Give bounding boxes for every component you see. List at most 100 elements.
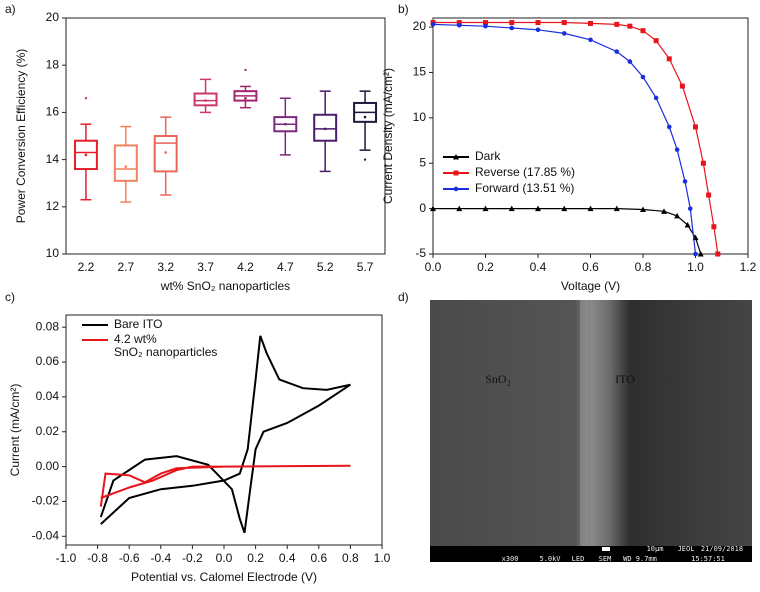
x-tick-label: 5.7 bbox=[357, 260, 374, 274]
marker bbox=[653, 38, 659, 44]
info-text: WD 9.7mm bbox=[623, 555, 657, 563]
box bbox=[313, 113, 338, 142]
marker bbox=[453, 170, 459, 176]
info-text: 15:57:51 bbox=[691, 555, 725, 563]
info-text: JEOL bbox=[678, 545, 695, 553]
marker bbox=[483, 23, 488, 29]
box-group bbox=[193, 78, 218, 114]
marker bbox=[508, 205, 515, 212]
marker bbox=[693, 124, 698, 130]
mean bbox=[284, 123, 287, 126]
x-axis-title: wt% SnO₂ nanoparticles bbox=[160, 279, 290, 293]
marker bbox=[453, 154, 459, 160]
x-tick-label: 0.2 bbox=[247, 551, 264, 565]
series-line bbox=[433, 21, 719, 255]
marker bbox=[682, 179, 688, 184]
plot-frame bbox=[432, 17, 749, 255]
y-tick-label: -5 bbox=[415, 246, 426, 260]
y-tick-label: 16 bbox=[46, 105, 60, 119]
y-tick-label: 10 bbox=[413, 110, 427, 124]
mean bbox=[84, 153, 88, 157]
marker bbox=[456, 22, 462, 28]
outlier bbox=[364, 158, 367, 161]
marker bbox=[640, 206, 646, 213]
marker bbox=[661, 208, 667, 214]
marker bbox=[587, 205, 594, 212]
mean bbox=[323, 127, 327, 131]
box bbox=[113, 144, 138, 182]
panel-label: a) bbox=[5, 2, 16, 16]
marker bbox=[588, 20, 593, 26]
legend-label: Forward (13.51 %) bbox=[475, 181, 574, 195]
marker bbox=[666, 56, 672, 62]
marker bbox=[653, 95, 659, 101]
marker bbox=[430, 22, 436, 27]
box bbox=[153, 135, 178, 173]
mean bbox=[244, 97, 247, 100]
marker bbox=[715, 251, 721, 257]
x-tick-label: 0.0 bbox=[216, 551, 233, 565]
sem-edge bbox=[580, 300, 588, 546]
series-line bbox=[99, 335, 351, 534]
marker bbox=[640, 74, 646, 80]
marker bbox=[453, 186, 459, 192]
marker bbox=[674, 212, 681, 219]
image-info: x300 5.0kV LED SEM WD 9.7mm 15:57:51 10µm JEOL 2… bbox=[502, 545, 744, 563]
marker bbox=[483, 20, 488, 26]
marker bbox=[711, 224, 717, 230]
y-tick-label: 0.06 bbox=[36, 354, 60, 368]
y-tick-label: 20 bbox=[46, 10, 60, 24]
x-tick-label: 0.2 bbox=[477, 260, 494, 274]
marker bbox=[535, 205, 541, 212]
x-tick-label: 0.4 bbox=[530, 260, 547, 274]
y-axis-title: Current Density (mA/cm²) bbox=[381, 68, 395, 204]
marker bbox=[456, 20, 462, 26]
x-tick-label: 4.2 bbox=[237, 260, 254, 274]
legend-label: Bare ITO bbox=[114, 317, 162, 331]
marker bbox=[509, 20, 515, 26]
series-line bbox=[433, 208, 702, 255]
x-tick-label: -0.6 bbox=[119, 551, 140, 565]
y-tick-label: 12 bbox=[46, 199, 60, 213]
x-tick-label: -0.4 bbox=[150, 551, 171, 565]
marker bbox=[561, 31, 567, 36]
y-tick-label: 18 bbox=[46, 57, 60, 71]
marker bbox=[535, 20, 541, 26]
box bbox=[73, 139, 98, 171]
y-tick-label: 5 bbox=[419, 155, 426, 169]
box bbox=[193, 92, 218, 107]
legend-label: Dark bbox=[475, 149, 501, 163]
x-tick-label: 0.0 bbox=[425, 260, 442, 274]
x-tick-label: 3.2 bbox=[157, 260, 174, 274]
image-label: ITO bbox=[615, 372, 635, 386]
x-tick-label: -0.8 bbox=[87, 551, 108, 565]
info-text: LED bbox=[572, 555, 585, 563]
sem-info-bar bbox=[430, 546, 752, 562]
marker bbox=[627, 23, 633, 29]
x-tick-label: -1.0 bbox=[56, 551, 77, 565]
x-tick-label: 2.2 bbox=[78, 260, 95, 274]
marker bbox=[561, 205, 568, 212]
marker bbox=[693, 251, 698, 257]
panel-label: c) bbox=[5, 290, 15, 304]
plot-frame bbox=[65, 17, 386, 255]
marker bbox=[640, 28, 646, 34]
scale-bar bbox=[602, 547, 610, 551]
x-tick-label: 3.7 bbox=[197, 260, 214, 274]
y-tick-label: 0.04 bbox=[36, 389, 60, 403]
y-axis-title: Current (mA/cm²) bbox=[8, 384, 22, 477]
mean bbox=[363, 115, 367, 119]
panel-label: b) bbox=[398, 2, 409, 16]
marker bbox=[684, 221, 691, 228]
marker bbox=[700, 160, 706, 166]
box-group bbox=[353, 90, 378, 161]
marker bbox=[535, 27, 541, 33]
outlier bbox=[84, 97, 87, 100]
x-tick-label: 0.4 bbox=[279, 551, 296, 565]
x-tick-label: 1.0 bbox=[687, 260, 704, 274]
box-group bbox=[233, 68, 258, 109]
panel-label: d) bbox=[398, 290, 409, 304]
x-tick-label: 0.6 bbox=[310, 551, 327, 565]
marker bbox=[561, 20, 567, 26]
marker bbox=[613, 205, 620, 212]
